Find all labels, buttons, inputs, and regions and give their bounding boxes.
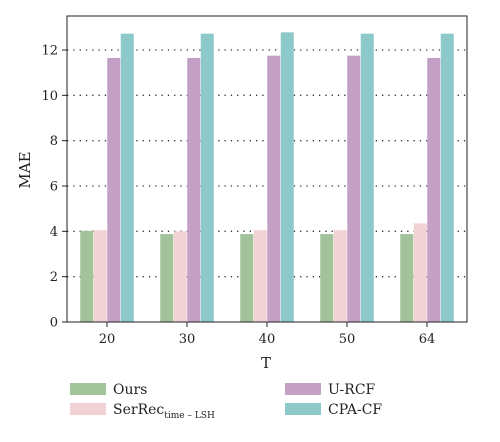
bar: [187, 57, 201, 322]
bar: [173, 231, 187, 322]
y-tick-label: 4: [50, 225, 58, 240]
legend-label: SerRectime – LSH: [113, 402, 215, 421]
y-tick-label: 8: [50, 134, 58, 149]
bar: [160, 234, 174, 322]
y-tick-label: 6: [50, 180, 58, 195]
bar: [107, 57, 121, 322]
bar: [280, 32, 294, 322]
legend-swatch: [70, 383, 106, 395]
legend: Ours SerRectime – LSH U-RCF CPA-CF: [70, 382, 382, 421]
x-tick-label: 64: [419, 332, 436, 347]
bar: [240, 234, 254, 322]
bar: [347, 55, 361, 323]
legend-label-subscript: time – LSH: [164, 411, 215, 421]
bar: [267, 55, 281, 323]
y-tick-label: 10: [41, 89, 58, 104]
x-tick-label: 50: [339, 332, 356, 347]
y-tick-label: 12: [41, 44, 58, 59]
legend-label: Ours: [113, 382, 147, 398]
bar: [360, 33, 374, 323]
x-axis-label: T: [261, 354, 271, 372]
y-axis-label: MAE: [16, 151, 34, 188]
y-tick-label: 2: [50, 270, 58, 285]
axes: 0 2 4 6 8 10 12 20 30 40 50 64: [41, 15, 468, 347]
x-tick-label: 40: [259, 332, 276, 347]
legend-swatch: [285, 383, 321, 395]
bar: [440, 33, 454, 323]
x-tick-label: 20: [99, 332, 116, 347]
bar: [120, 33, 134, 323]
plot-frame: [66, 15, 468, 323]
bar: [333, 230, 347, 322]
legend-label: U-RCF: [328, 382, 376, 398]
bar: [80, 230, 94, 322]
bar: [253, 230, 267, 322]
bar: [427, 57, 441, 322]
legend-swatch: [285, 403, 321, 415]
bar: [93, 230, 107, 322]
bar: [413, 223, 427, 322]
legend-swatch: [70, 403, 106, 415]
bar: [400, 234, 414, 322]
legend-label: CPA-CF: [328, 402, 382, 418]
y-tick-label: 0: [50, 316, 58, 331]
bars: [80, 32, 454, 323]
x-tick-label: 30: [179, 332, 196, 347]
bar: [200, 33, 214, 323]
bar: [320, 234, 334, 322]
